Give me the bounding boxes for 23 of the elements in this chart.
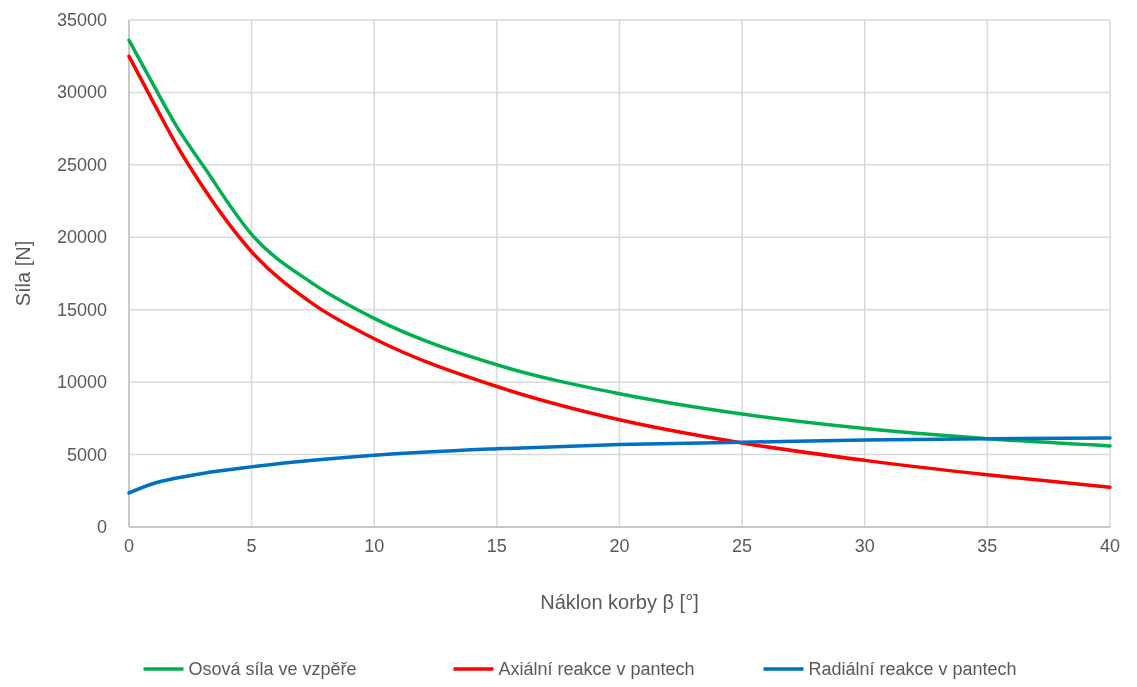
x-tick-label: 15 [486,536,507,556]
y-tick-label: 15000 [56,299,107,320]
legend-label: Axiální reakce v pantech [498,659,695,679]
x-tick-label: 5 [246,536,257,556]
legend-label: Osová síla ve vzpěře [188,659,357,679]
x-tick-label: 35 [977,536,998,556]
y-tick-label: 5000 [66,444,107,465]
x-tick-label: 0 [123,536,135,556]
x-tick-label: 40 [1099,536,1121,556]
y-tick-label: 35000 [56,10,107,30]
x-tick-label: 10 [364,536,385,556]
y-tick-label: 30000 [56,82,107,103]
x-tick-label: 20 [609,536,630,556]
legend-label: Radiální reakce v pantech [808,659,1017,679]
x-axis-title: Náklon korby β [°] [540,591,699,613]
x-tick-label: 30 [854,536,875,556]
y-axis-title: Síla [N] [12,240,34,307]
y-tick-label: 25000 [56,154,107,175]
y-tick-label: 0 [96,517,107,537]
y-tick-label: 10000 [56,372,107,393]
line-series [127,436,1112,495]
x-tick-label: 25 [732,536,753,556]
y-tick-label: 20000 [56,227,107,248]
